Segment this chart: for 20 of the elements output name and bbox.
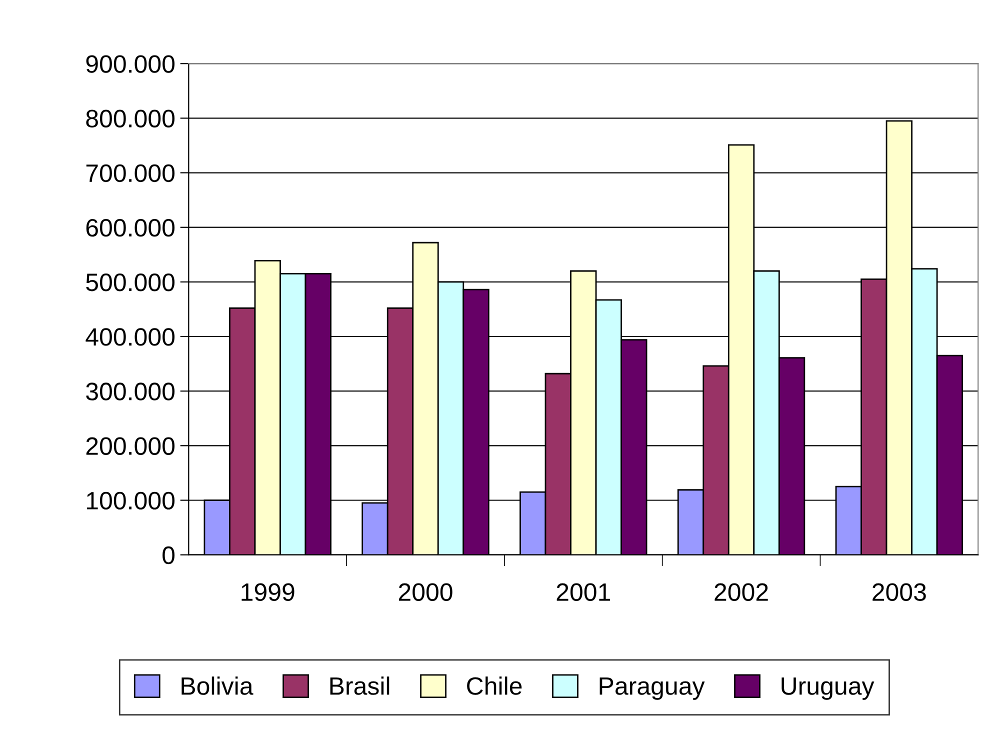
y-tick-label: 800.000 bbox=[86, 110, 175, 128]
y-tick-label: 0 bbox=[162, 546, 174, 564]
y-tick-label: 300.000 bbox=[86, 382, 175, 400]
x-tick-label: 2000 bbox=[398, 583, 452, 601]
y-tick-label: 400.000 bbox=[86, 328, 175, 346]
legend-label: Paraguay bbox=[600, 677, 705, 700]
legend-label: Bolivia bbox=[182, 676, 254, 695]
x-tick-label: 1999 bbox=[242, 583, 294, 601]
legend-label: Uruguay bbox=[782, 677, 874, 700]
legend-label: Chile bbox=[467, 676, 522, 695]
x-tick-label: 2001 bbox=[556, 583, 610, 601]
y-tick-label: 200.000 bbox=[86, 437, 175, 455]
y-tick-label: 700.000 bbox=[86, 164, 175, 182]
y-tick-label: 500.000 bbox=[86, 274, 175, 292]
y-tick-label: 900.000 bbox=[86, 55, 175, 73]
x-tick-label: 2002 bbox=[714, 583, 768, 601]
legend-label: Brasil bbox=[330, 676, 390, 695]
y-tick-label: 600.000 bbox=[86, 218, 175, 237]
x-tick-label: 2003 bbox=[872, 583, 926, 601]
y-tick-label: 100.000 bbox=[87, 492, 175, 510]
